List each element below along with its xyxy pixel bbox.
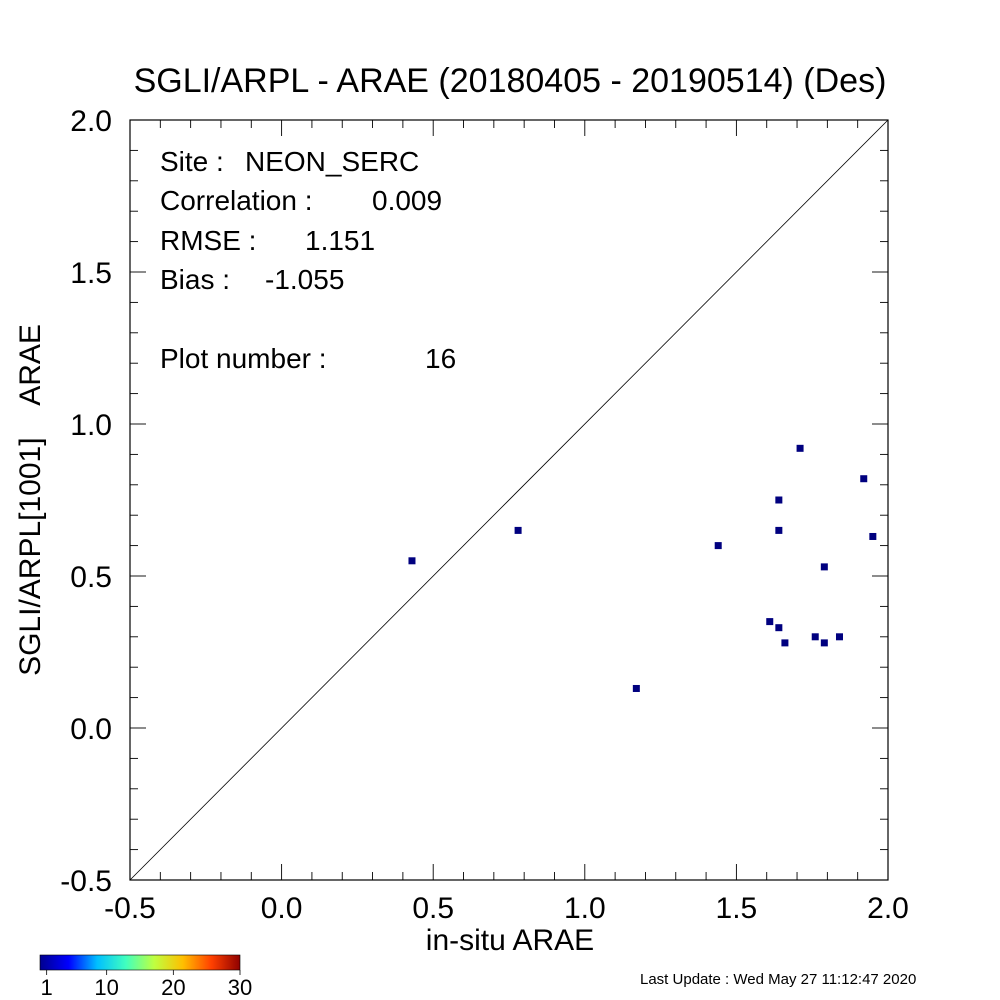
y-tick-label: 0.0	[70, 713, 112, 746]
plot-number-label: Plot number :	[160, 343, 327, 374]
colorbar-ticks: 1 10 20 30	[41, 970, 252, 1000]
data-point	[781, 639, 789, 647]
colorbar-tick-label: 20	[161, 975, 185, 1000]
y-tick-label: 1.5	[70, 257, 112, 290]
chart-title: SGLI/ARPL - ARAE (20180405 - 20190514) (…	[134, 62, 887, 100]
last-update-footer: Last Update : Wed May 27 11:12:47 2020	[640, 971, 916, 988]
y-tick-label: -0.5	[60, 865, 112, 898]
colorbar-tick-label: 10	[94, 975, 118, 1000]
site-value: NEON_SERC	[245, 146, 419, 177]
data-point	[714, 542, 722, 550]
x-tick-label: 0.5	[412, 892, 454, 925]
colorbar-tick-label: 30	[228, 975, 252, 1000]
data-point	[820, 639, 828, 647]
x-axis-label: in-situ ARAE	[426, 924, 594, 957]
y-tick-label: 1.0	[70, 409, 112, 442]
data-point	[775, 526, 783, 534]
colorbar-tick-label: 1	[41, 975, 53, 1000]
x-tick-label: -0.5	[104, 892, 156, 925]
y-tick-label: 2.0	[70, 105, 112, 138]
x-tick-label: 0.0	[261, 892, 303, 925]
data-point	[820, 563, 828, 571]
data-point	[796, 444, 804, 452]
data-point	[811, 633, 819, 641]
stats-box: Site : NEON_SERC Correlation : 0.009 RMS…	[160, 146, 456, 374]
y-axis-label: SGLI/ARPL[1001] ARAE	[14, 324, 47, 676]
plot-number-value: 16	[425, 343, 456, 374]
x-tick-label: 1.0	[564, 892, 606, 925]
data-point	[408, 557, 416, 565]
bias-value: -1.055	[265, 264, 344, 295]
data-point	[860, 475, 868, 483]
colorbar	[39, 954, 241, 971]
x-tick-labels: -0.5 0.0 0.5 1.0 1.5 2.0	[104, 892, 909, 925]
one-to-one-line	[129, 119, 889, 881]
x-tick-label: 1.5	[716, 892, 758, 925]
data-point	[514, 526, 522, 534]
bias-label: Bias :	[160, 264, 230, 295]
rmse-value: 1.151	[305, 225, 375, 256]
minor-ticks	[129, 119, 889, 881]
data-point	[775, 624, 783, 632]
correlation-value: 0.009	[372, 185, 442, 216]
plot-frame	[129, 119, 889, 881]
data-point	[766, 618, 774, 626]
data-point	[869, 532, 877, 540]
y-tick-labels: -0.5 0.0 0.5 1.0 1.5 2.0	[60, 105, 112, 898]
data-point	[775, 496, 783, 504]
rmse-label: RMSE :	[160, 225, 256, 256]
data-point	[835, 633, 843, 641]
y-tick-label: 0.5	[70, 561, 112, 594]
site-label: Site :	[160, 146, 224, 177]
data-point	[632, 684, 640, 692]
correlation-label: Correlation :	[160, 185, 313, 216]
data-points	[408, 444, 877, 692]
x-tick-label: 2.0	[867, 892, 909, 925]
